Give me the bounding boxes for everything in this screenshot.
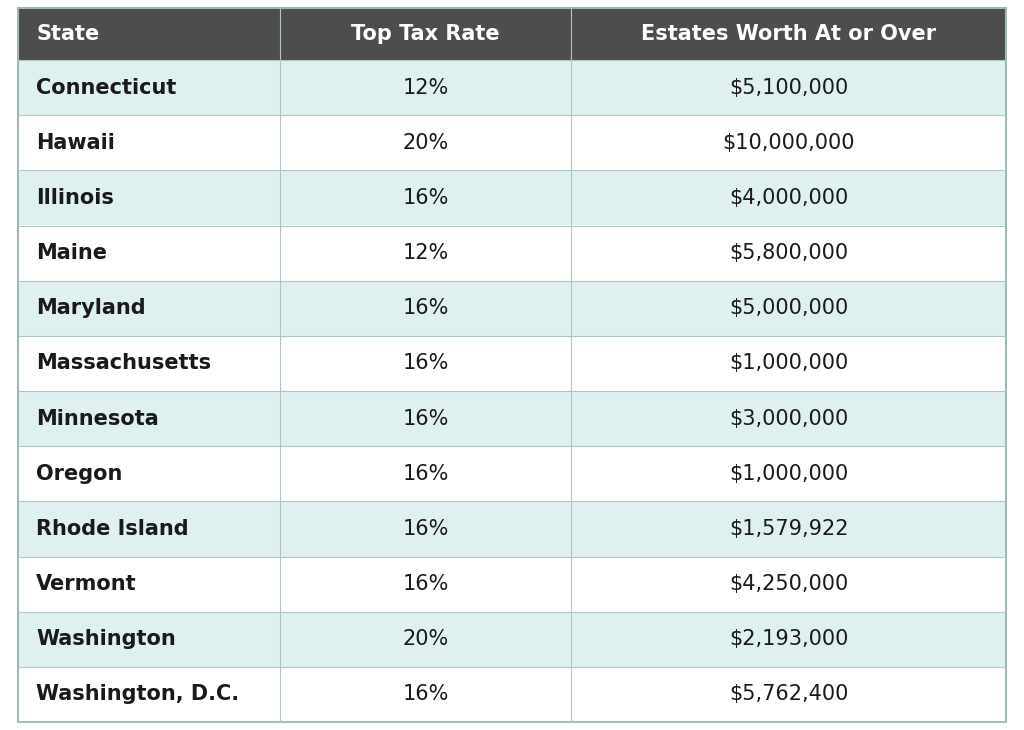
Bar xyxy=(571,280,1006,336)
Text: 16%: 16% xyxy=(402,353,449,374)
Text: Rhode Island: Rhode Island xyxy=(36,519,188,539)
Text: Vermont: Vermont xyxy=(36,574,136,594)
Bar xyxy=(18,446,280,502)
Bar xyxy=(571,446,1006,502)
Text: $1,000,000: $1,000,000 xyxy=(729,353,848,374)
Text: Connecticut: Connecticut xyxy=(36,77,176,98)
Bar xyxy=(280,226,571,280)
Bar xyxy=(571,502,1006,556)
Bar xyxy=(18,226,280,280)
Text: 16%: 16% xyxy=(402,409,449,429)
Text: $5,100,000: $5,100,000 xyxy=(729,77,848,98)
Bar xyxy=(280,336,571,391)
Text: 20%: 20% xyxy=(402,133,449,153)
Text: Washington, D.C.: Washington, D.C. xyxy=(36,685,240,704)
Bar xyxy=(18,280,280,336)
Text: $5,762,400: $5,762,400 xyxy=(729,685,848,704)
Text: Estates Worth At or Over: Estates Worth At or Over xyxy=(641,24,936,44)
Bar xyxy=(280,280,571,336)
Bar xyxy=(18,666,280,722)
Text: 12%: 12% xyxy=(402,77,449,98)
Bar xyxy=(280,556,571,612)
Text: Top Tax Rate: Top Tax Rate xyxy=(351,24,500,44)
Bar xyxy=(18,170,280,226)
Text: $1,000,000: $1,000,000 xyxy=(729,464,848,484)
Text: Minnesota: Minnesota xyxy=(36,409,159,429)
Text: 16%: 16% xyxy=(402,188,449,208)
Text: 16%: 16% xyxy=(402,299,449,318)
Bar xyxy=(280,170,571,226)
Bar xyxy=(280,666,571,722)
Text: $5,800,000: $5,800,000 xyxy=(729,243,848,263)
Bar xyxy=(571,170,1006,226)
Bar xyxy=(280,60,571,115)
Bar xyxy=(571,8,1006,60)
Text: 16%: 16% xyxy=(402,519,449,539)
Text: State: State xyxy=(36,24,99,44)
Bar xyxy=(18,336,280,391)
Text: Illinois: Illinois xyxy=(36,188,114,208)
Text: $1,579,922: $1,579,922 xyxy=(729,519,849,539)
Bar xyxy=(571,391,1006,446)
Text: Maryland: Maryland xyxy=(36,299,145,318)
Text: Maine: Maine xyxy=(36,243,106,263)
Bar xyxy=(18,8,280,60)
Bar xyxy=(280,502,571,556)
Bar xyxy=(280,612,571,666)
Bar xyxy=(18,391,280,446)
Text: Washington: Washington xyxy=(36,629,176,649)
Text: 12%: 12% xyxy=(402,243,449,263)
Bar xyxy=(571,666,1006,722)
Bar xyxy=(18,556,280,612)
Text: $4,250,000: $4,250,000 xyxy=(729,574,848,594)
Text: $3,000,000: $3,000,000 xyxy=(729,409,848,429)
Bar xyxy=(571,336,1006,391)
Bar xyxy=(280,391,571,446)
Bar xyxy=(571,60,1006,115)
Bar xyxy=(18,60,280,115)
Bar xyxy=(571,115,1006,170)
Text: 20%: 20% xyxy=(402,629,449,649)
Text: $4,000,000: $4,000,000 xyxy=(729,188,848,208)
Text: 16%: 16% xyxy=(402,574,449,594)
Text: $10,000,000: $10,000,000 xyxy=(722,133,855,153)
Bar xyxy=(280,446,571,502)
Bar xyxy=(571,226,1006,280)
Text: 16%: 16% xyxy=(402,685,449,704)
Text: Oregon: Oregon xyxy=(36,464,123,484)
Text: Massachusetts: Massachusetts xyxy=(36,353,211,374)
Bar xyxy=(571,612,1006,666)
Text: $5,000,000: $5,000,000 xyxy=(729,299,848,318)
Bar xyxy=(18,502,280,556)
Text: Hawaii: Hawaii xyxy=(36,133,115,153)
Bar xyxy=(571,556,1006,612)
Bar xyxy=(280,8,571,60)
Bar xyxy=(280,115,571,170)
Text: 16%: 16% xyxy=(402,464,449,484)
Bar xyxy=(18,612,280,666)
Text: $2,193,000: $2,193,000 xyxy=(729,629,848,649)
Bar xyxy=(18,115,280,170)
